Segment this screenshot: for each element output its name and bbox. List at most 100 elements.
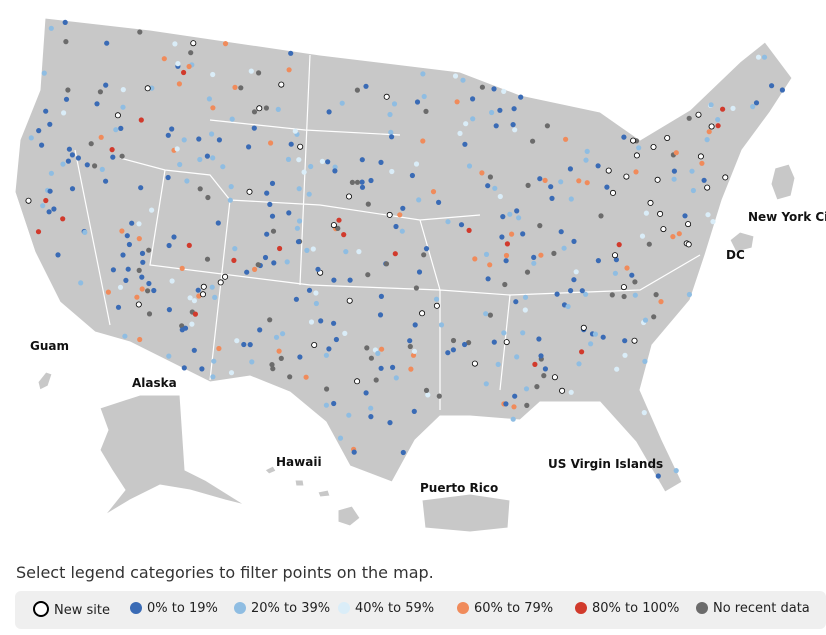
- legend-label: No recent data: [713, 601, 810, 616]
- new-york-city: [770, 163, 796, 201]
- legend-item[interactable]: 80% to 100%: [575, 601, 679, 616]
- site-dot: [280, 331, 286, 337]
- site-dot: [296, 186, 302, 192]
- site-dot: [720, 106, 726, 112]
- site-dot: [511, 404, 517, 410]
- site-dot: [43, 108, 49, 114]
- site-dot: [458, 222, 465, 228]
- site-dot: [229, 116, 235, 122]
- site-dot: [503, 401, 509, 407]
- site-dot: [285, 156, 292, 162]
- site-dot: [331, 277, 337, 283]
- site-dot: [730, 105, 736, 111]
- legend-item[interactable]: 20% to 39%: [234, 601, 330, 616]
- site-dot: [179, 323, 185, 329]
- site-dot: [682, 213, 688, 219]
- map-label: US Virgin Islands: [548, 457, 663, 471]
- site-dot: [664, 134, 671, 141]
- site-dot: [377, 312, 384, 318]
- site-dot: [420, 71, 426, 77]
- site-dot: [354, 87, 360, 93]
- site-dot: [503, 258, 509, 264]
- site-dot: [650, 143, 657, 150]
- site-dot: [244, 269, 250, 275]
- site-dot: [296, 157, 302, 163]
- site-dot: [621, 134, 627, 140]
- site-dot: [393, 223, 399, 230]
- legend-item[interactable]: No recent data: [696, 601, 810, 616]
- site-dot: [706, 129, 712, 135]
- site-dot: [109, 147, 115, 153]
- site-dot: [248, 68, 254, 74]
- site-dot: [136, 267, 142, 273]
- site-dot: [255, 262, 261, 268]
- dc: [729, 231, 755, 253]
- legend-item[interactable]: New site: [33, 601, 110, 618]
- site-dot: [509, 231, 515, 237]
- site-dot: [510, 122, 516, 128]
- site-dot: [412, 322, 418, 328]
- site-dot: [512, 393, 518, 399]
- site-dot: [462, 141, 468, 147]
- site-dot: [161, 56, 167, 62]
- site-dot: [273, 334, 280, 340]
- alaska: [99, 394, 246, 516]
- site-dot: [779, 87, 786, 93]
- site-dot: [548, 184, 554, 190]
- site-dot: [701, 177, 707, 183]
- site-dot: [697, 153, 704, 160]
- site-dot: [463, 121, 469, 127]
- site-dot: [36, 128, 42, 134]
- site-dot: [558, 179, 564, 185]
- site-dot: [538, 252, 544, 258]
- legend-item[interactable]: 40% to 59%: [338, 601, 434, 616]
- site-dot: [365, 272, 371, 278]
- site-dot: [383, 93, 390, 100]
- site-dot: [365, 201, 371, 207]
- site-dot: [92, 163, 98, 169]
- site-dot: [234, 338, 240, 344]
- site-dot: [301, 169, 307, 175]
- site-dot: [605, 167, 612, 174]
- site-dot: [99, 166, 105, 172]
- site-dot: [216, 345, 222, 352]
- site-dot: [40, 203, 46, 209]
- site-dot: [558, 229, 564, 235]
- site-dot: [94, 101, 100, 107]
- legend-label: 80% to 100%: [592, 601, 680, 616]
- site-dot: [181, 137, 187, 143]
- site-dot: [195, 287, 201, 293]
- site-dot: [538, 353, 544, 359]
- site-dot: [251, 109, 258, 115]
- site-dot: [66, 146, 72, 152]
- site-dot: [269, 213, 276, 219]
- site-dot: [389, 168, 395, 175]
- site-dot: [397, 212, 403, 218]
- site-dot: [323, 352, 329, 358]
- site-dot: [699, 160, 705, 166]
- site-dot: [346, 297, 353, 304]
- site-dot: [386, 211, 393, 218]
- legend-item[interactable]: 60% to 79%: [457, 601, 553, 616]
- site-dot: [500, 214, 506, 220]
- site-dot: [60, 161, 66, 167]
- site-dot: [520, 231, 526, 237]
- site-dot: [425, 392, 431, 398]
- site-dot: [63, 96, 70, 102]
- map-label: New York Ci: [748, 210, 826, 224]
- site-dot: [359, 179, 365, 185]
- site-dot: [200, 283, 207, 290]
- site-dot: [600, 334, 606, 340]
- legend-item[interactable]: 0% to 19%: [130, 601, 218, 616]
- site-dot: [222, 273, 229, 280]
- site-dot: [657, 210, 664, 217]
- site-dot: [532, 361, 538, 367]
- site-dot: [166, 307, 172, 313]
- site-dot: [472, 256, 478, 262]
- site-dot: [595, 258, 602, 264]
- site-dot: [333, 336, 339, 343]
- site-dot: [271, 260, 277, 266]
- site-dot: [114, 112, 121, 119]
- site-dot: [433, 296, 440, 302]
